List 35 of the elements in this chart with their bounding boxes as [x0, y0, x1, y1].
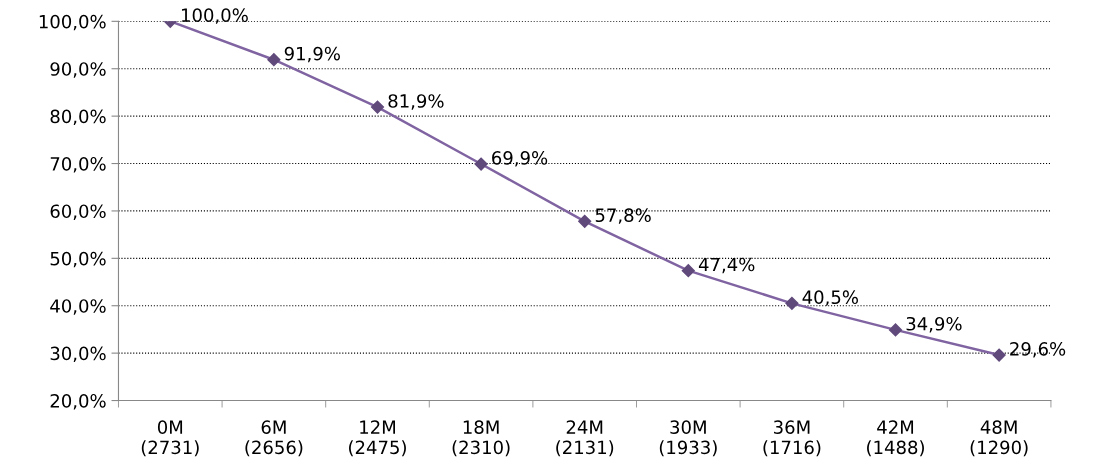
point: [888, 323, 903, 337]
data-label: 69,9%: [492, 151, 548, 167]
y-tick-label: 100,0%: [39, 14, 106, 31]
point: [992, 348, 1006, 362]
point: [267, 53, 281, 67]
y-tick-label: 70,0%: [50, 156, 106, 173]
point: [785, 296, 799, 310]
x-tick-label: 24M (2131): [556, 420, 614, 457]
y-tick-label: 80,0%: [50, 109, 106, 126]
x-tick-label: 0M (2731): [141, 420, 199, 457]
x-tick-label: 30M (1933): [659, 420, 717, 457]
y-tick-label: 40,0%: [50, 299, 106, 315]
point: [578, 214, 592, 228]
y-tick-label: 50,0%: [50, 251, 106, 268]
point: [474, 157, 488, 171]
x-tick-label: 18M (2310): [452, 420, 510, 457]
y-tick-label: 60,0%: [50, 204, 106, 220]
data-label: 57,8%: [595, 208, 651, 224]
x-tick-label: 36M (1716): [763, 420, 821, 457]
data-label: 40,5%: [802, 290, 858, 306]
data-label: 47,4%: [698, 257, 755, 274]
y-tick-label: 30,0%: [50, 346, 106, 363]
point: [370, 100, 385, 114]
x-tick-label: 12M (2475): [349, 420, 406, 457]
data-label: 29,6%: [1010, 342, 1066, 358]
x-tick-label: 6M (2656): [245, 420, 303, 457]
y-tick-label: 90,0%: [50, 62, 106, 78]
data-label: 100,0%: [181, 8, 248, 24]
point: [681, 264, 695, 278]
data-label: 34,9%: [906, 316, 962, 333]
x-tick-label: 48M (1290): [970, 420, 1028, 457]
y-tick-label: 20,0%: [50, 393, 106, 410]
data-label: 91,9%: [284, 46, 340, 63]
x-tick-label: 42M (1488): [867, 420, 924, 457]
data-label: 81,9%: [388, 94, 444, 110]
